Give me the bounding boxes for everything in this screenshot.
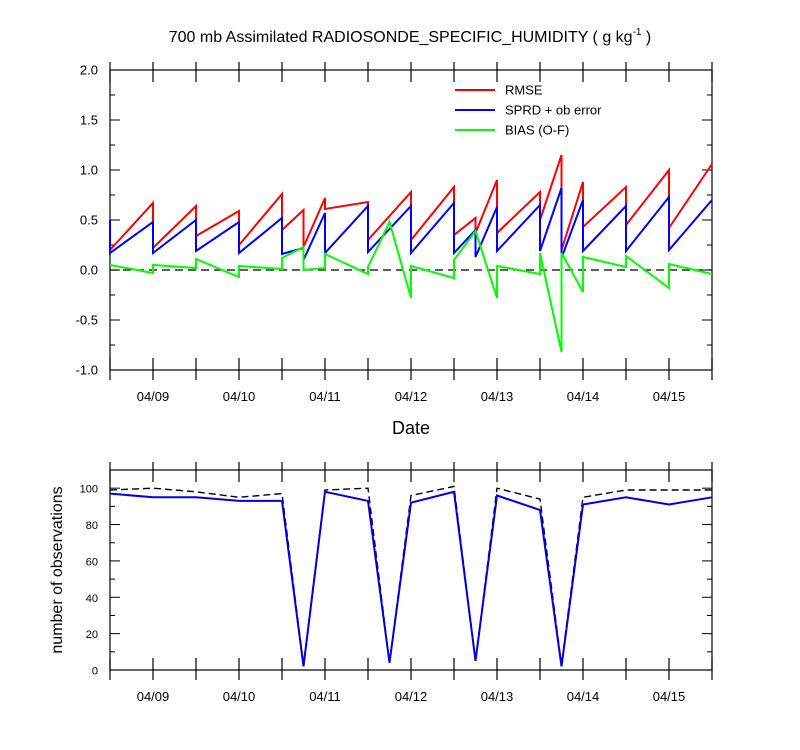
x-tick-label: 04/11	[309, 689, 341, 704]
y-tick-label: 20	[86, 629, 98, 641]
legend-label: BIAS (O-F)	[505, 123, 569, 138]
legend-label: SPRD + ob error	[505, 103, 602, 118]
series-line-bias-o-f	[109, 219, 713, 353]
x-tick-label: 04/10	[223, 389, 256, 404]
y-tick-label: 100	[80, 484, 98, 496]
x-tick-label: 04/14	[567, 689, 600, 704]
x-tick-label: 04/15	[653, 689, 686, 704]
x-tick-label: 04/09	[137, 389, 170, 404]
rmse-axis-ticks: 2.0 1.5 1.0 0.5 0.0 -0.5 -1.0 04/09 04/10 04/11 04…	[76, 62, 713, 404]
chart-title-text: 700 mb Assimilated RADIOSONDE_SPECIFIC_H…	[169, 29, 633, 46]
y-tick-label: 80	[86, 520, 98, 532]
x-tick-label: 04/09	[137, 689, 170, 704]
y-tick-label: 1.5	[80, 113, 98, 128]
legend-label: RMSE	[505, 83, 543, 98]
x-tick-label: 04/11	[309, 389, 341, 404]
chart-title-superscript: -1	[633, 27, 642, 38]
y-tick-label: 40	[86, 593, 98, 605]
x-axis-label: Date	[392, 418, 430, 438]
legend: RMSE SPRD + ob error BIAS (O-F)	[455, 83, 602, 138]
series-line-sprd-ob-error	[109, 187, 713, 261]
y-tick-label: 2.0	[80, 63, 98, 78]
y-tick-label: 0	[92, 666, 98, 678]
y-tick-label: 1.0	[80, 163, 98, 178]
y-tick-label: 0.5	[80, 213, 98, 228]
observations-panel: 100 80 60 40 20 0 04/09 04/10 04/11 04/12 04/13 04/…	[49, 462, 713, 704]
chart-title-tail: )	[641, 29, 651, 46]
rmse-series-group	[109, 154, 713, 353]
y-tick-label: -0.5	[76, 313, 98, 328]
chart-title: 700 mb Assimilated RADIOSONDE_SPECIFIC_H…	[169, 27, 652, 46]
x-tick-label: 04/13	[481, 389, 514, 404]
x-tick-label: 04/10	[223, 689, 256, 704]
x-tick-label: 04/14	[567, 389, 600, 404]
x-tick-label: 04/13	[481, 689, 514, 704]
series-line-observations-used	[109, 490, 713, 667]
y-tick-label: 0.0	[80, 263, 98, 278]
observations-series-group	[109, 485, 713, 667]
y-axis-label: number of observations	[49, 486, 66, 653]
y-tick-label: 60	[86, 556, 98, 568]
y-tick-label: -1.0	[76, 363, 98, 378]
observations-axis-ticks: 100 80 60 40 20 0 04/09 04/10 04/11 04/12 04/13 04/…	[80, 462, 713, 704]
series-line-observations-possible	[109, 485, 712, 665]
x-tick-label: 04/12	[395, 689, 428, 704]
x-tick-label: 04/12	[395, 389, 428, 404]
x-tick-label: 04/15	[653, 389, 686, 404]
rmse-panel: 2.0 1.5 1.0 0.5 0.0 -0.5 -1.0 04/09 04/10 04/11 04…	[76, 62, 713, 438]
